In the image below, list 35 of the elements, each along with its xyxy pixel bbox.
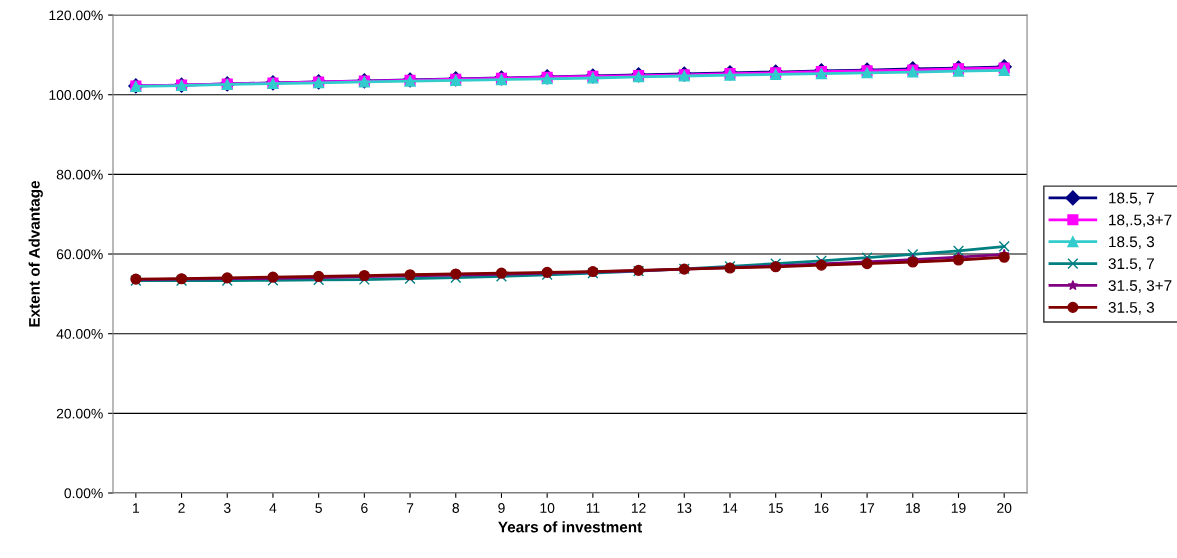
y-tick-label: 60.00% (56, 249, 103, 260)
y-tick-label: 0.00% (64, 488, 103, 499)
x-tick-label: 8 (452, 503, 460, 513)
x-tick-label: 9 (498, 503, 505, 513)
legend-label: 31.5, 7 (1108, 258, 1154, 271)
legend-label: 31.5, 3 (1108, 302, 1155, 315)
legend-label: 18,.5,3+7 (1109, 214, 1172, 228)
legend-label: 18.5, 7 (1109, 192, 1154, 206)
x-tick-label: 10 (540, 503, 555, 513)
x-tick-label: 6 (361, 503, 368, 513)
x-tick-label: 18 (906, 503, 920, 513)
x-tick-label: 3 (223, 503, 231, 513)
x-tick-label: 15 (769, 503, 783, 513)
x-tick-label: 13 (677, 503, 692, 513)
x-tick-label: 16 (814, 503, 829, 513)
y-tick-label: 40.00% (56, 329, 103, 339)
y-tick-label: 120.00% (49, 10, 103, 21)
x-tick-label: 14 (723, 503, 738, 513)
x-tick-label: 12 (631, 503, 646, 513)
y-tick-label: 80.00% (56, 169, 103, 180)
y-tick-label: 20.00% (56, 408, 103, 419)
y-tick-label: 100.00% (49, 90, 103, 100)
x-tick-label: 11 (586, 503, 600, 513)
x-tick-label: 17 (860, 503, 875, 513)
legend-label: 31.5, 3+7 (1108, 280, 1172, 293)
x-tick-label: 4 (269, 503, 277, 513)
x-tick-label: 2 (178, 503, 185, 513)
legend-label: 18.5, 3 (1109, 236, 1155, 249)
x-tick-label: 19 (951, 503, 966, 513)
y-axis-title: Extent of Advantage (28, 180, 43, 327)
x-tick-label: 20 (997, 503, 1012, 513)
x-tick-label: 1 (133, 503, 140, 513)
x-axis-title: Years of investment (498, 521, 643, 533)
x-tick-label: 7 (406, 503, 414, 513)
x-tick-label: 5 (315, 503, 322, 513)
